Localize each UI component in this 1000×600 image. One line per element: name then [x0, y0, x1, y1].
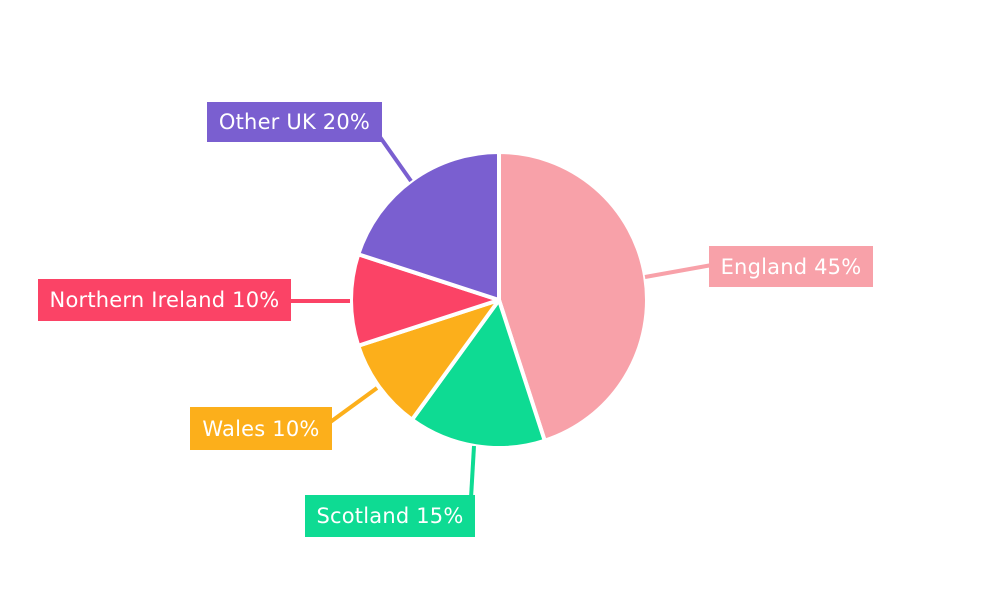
pie-slice-wales[interactable] — [356, 298, 501, 422]
leader-line-scotland — [469, 445, 476, 499]
pie-slice-other-uk[interactable] — [356, 150, 501, 302]
leader-line-wales — [327, 386, 379, 425]
leader-line-england — [644, 263, 713, 279]
leader-line-other-uk — [378, 135, 413, 183]
pie-slice-northern-ireland[interactable] — [349, 252, 501, 348]
